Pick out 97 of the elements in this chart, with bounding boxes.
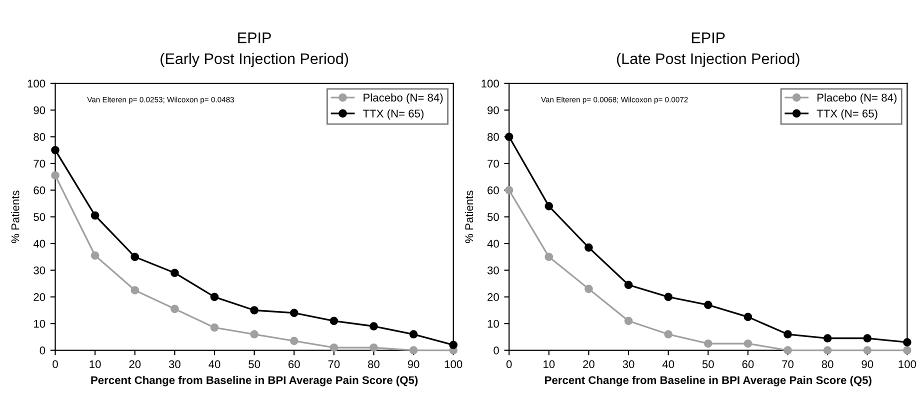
x-tick-label: 70	[782, 360, 794, 368]
point	[584, 243, 593, 252]
x-tick-label: 20	[129, 360, 141, 368]
point	[370, 343, 378, 352]
x-tick-label: 50	[702, 360, 714, 368]
y-axis-title: % Patients	[11, 190, 20, 243]
y-tick-label: 0	[494, 346, 499, 354]
point	[409, 330, 418, 338]
x-tick-label: 0	[506, 360, 512, 368]
point	[704, 300, 712, 310]
x-tick-label: 60	[288, 360, 300, 368]
point	[210, 292, 219, 302]
point	[784, 346, 792, 354]
y-tick-label: 40	[33, 240, 46, 248]
legend-label: TTX (N= 65)	[363, 109, 424, 120]
x-tick-label: 60	[742, 360, 754, 368]
point	[210, 323, 219, 332]
x-tick-label: 80	[368, 360, 380, 368]
chart-title: EPIP	[692, 32, 725, 44]
point	[664, 292, 672, 302]
y-tick-label: 50	[34, 213, 46, 221]
point	[170, 268, 179, 278]
point	[664, 330, 672, 338]
x-tick-label: 10	[90, 360, 101, 368]
chart-subtitle: (Early Post Injection Period)	[160, 52, 348, 68]
point	[704, 339, 712, 348]
y-tick-label: 0	[40, 346, 46, 354]
x-tick-label: 100	[444, 360, 462, 368]
x-axis-title: Percent Change from Baseline in BPI Average Pain Score (Q5)	[91, 376, 418, 386]
point	[744, 312, 752, 322]
y-tick-label: 20	[488, 293, 499, 302]
y-tick-label: 20	[34, 293, 46, 302]
legend-label: Placebo (N= 84)	[364, 93, 443, 104]
point	[784, 330, 792, 338]
point	[370, 322, 378, 330]
y-tick-label: 100	[28, 80, 46, 88]
y-tick-label: 80	[34, 133, 46, 141]
y-tick-label: 10	[34, 320, 46, 328]
point	[624, 316, 633, 326]
x-tick-label: 20	[583, 360, 594, 368]
y-axis-title: % Patients	[464, 190, 474, 243]
point	[863, 346, 872, 354]
y-tick-label: 100	[482, 80, 499, 88]
point	[584, 284, 593, 294]
chart-subtitle: (Late Post Injection Period)	[616, 52, 800, 68]
point	[744, 339, 752, 348]
y-tick-label: 70	[488, 160, 499, 168]
y-tick-label: 60	[488, 186, 499, 194]
point	[624, 280, 633, 290]
y-tick-label: 90	[34, 106, 46, 114]
point	[51, 171, 60, 180]
x-tick-label: 30	[622, 360, 634, 368]
point	[290, 308, 298, 318]
point	[130, 252, 140, 262]
legend-label: Placebo (N= 84)	[818, 93, 896, 104]
point	[90, 251, 100, 260]
point	[250, 330, 258, 338]
point	[330, 343, 338, 352]
y-tick-label: 90	[488, 106, 499, 114]
x-tick-label: 30	[168, 360, 180, 368]
x-tick-label: 70	[328, 360, 340, 368]
point	[544, 202, 554, 210]
x-axis-title: Percent Change from Baseline in BPI Average Pain Score (Q5)	[545, 376, 872, 386]
point	[823, 346, 832, 354]
y-tick-label: 60	[34, 186, 46, 194]
point	[544, 252, 554, 262]
x-tick-label: 50	[248, 360, 260, 368]
x-tick-label: 10	[544, 360, 555, 368]
point	[290, 336, 298, 346]
point	[903, 338, 912, 346]
y-tick-label: 70	[34, 160, 46, 168]
point	[409, 346, 418, 354]
x-tick-label: 40	[208, 360, 220, 368]
legend-label: TTX (N= 65)	[816, 109, 878, 120]
y-tick-label: 80	[487, 133, 499, 141]
x-tick-label: 40	[662, 360, 674, 368]
point	[250, 306, 258, 314]
x-tick-label: 80	[822, 360, 834, 368]
y-tick-label: 30	[487, 266, 499, 274]
y-tick-label: 40	[487, 240, 499, 248]
x-tick-label: 90	[408, 360, 420, 368]
point	[90, 211, 100, 220]
point	[504, 186, 514, 194]
point	[823, 334, 832, 342]
point	[130, 286, 140, 294]
point	[449, 340, 458, 350]
chart-title: EPIP	[238, 32, 271, 44]
point	[51, 146, 60, 154]
point	[330, 316, 338, 326]
y-tick-label: 30	[34, 266, 46, 274]
x-tick-label: 100	[898, 360, 916, 368]
point	[863, 334, 872, 342]
x-tick-label: 90	[862, 360, 874, 368]
y-tick-label: 50	[487, 213, 499, 221]
y-tick-label: 10	[488, 320, 499, 328]
x-tick-label: 0	[52, 360, 58, 368]
point	[170, 304, 179, 314]
